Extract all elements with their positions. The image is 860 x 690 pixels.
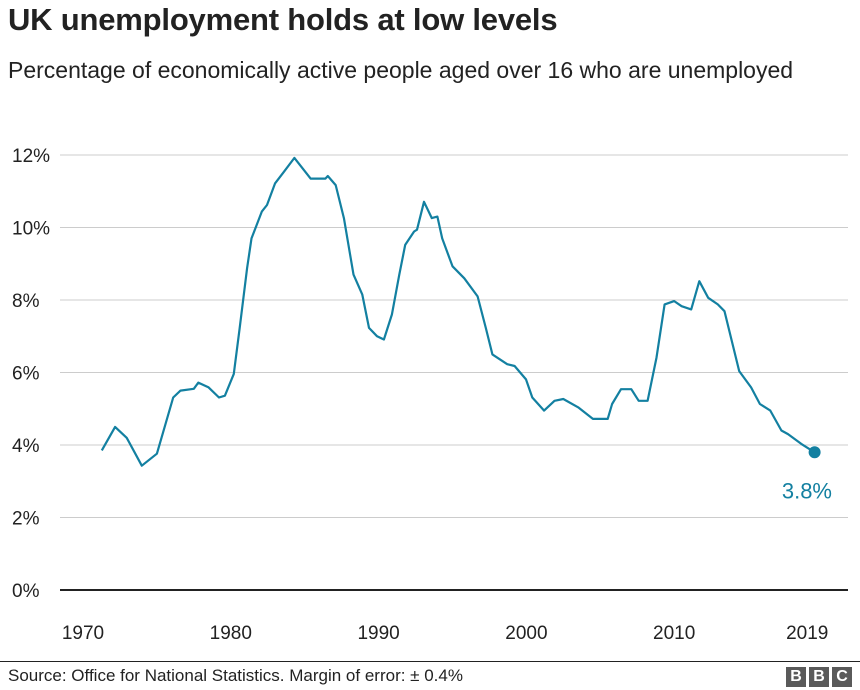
x-tick-label: 1970 <box>62 623 104 644</box>
latest-point-marker <box>808 446 821 459</box>
bbc-logo-letter: B <box>809 667 829 687</box>
source-note: Source: Office for National Statistics. … <box>8 666 463 685</box>
latest-value-label: 3.8% <box>782 478 832 503</box>
chart-title: UK unemployment holds at low levels <box>8 2 558 37</box>
unemployment-line <box>100 156 816 467</box>
x-tick-label: 2000 <box>505 623 547 644</box>
x-tick-label: 1980 <box>210 623 252 644</box>
bbc-logo: B B C <box>786 667 852 687</box>
y-tick-label: 2% <box>12 509 40 530</box>
y-tick-label: 0% <box>12 581 40 602</box>
bbc-logo-letter: C <box>832 667 852 687</box>
y-tick-label: 12% <box>12 146 50 167</box>
y-tick-label: 4% <box>12 436 40 457</box>
x-tick-label: 2019 <box>786 623 828 644</box>
footer-divider <box>0 661 860 662</box>
chart-subtitle: Percentage of economically active people… <box>8 57 794 83</box>
bbc-logo-letter: B <box>786 667 806 687</box>
x-tick-label: 1990 <box>357 623 399 644</box>
x-tick-label: 2010 <box>653 623 695 644</box>
y-tick-label: 6% <box>12 364 40 385</box>
y-tick-label: 8% <box>12 291 40 312</box>
y-tick-label: 10% <box>12 219 50 240</box>
